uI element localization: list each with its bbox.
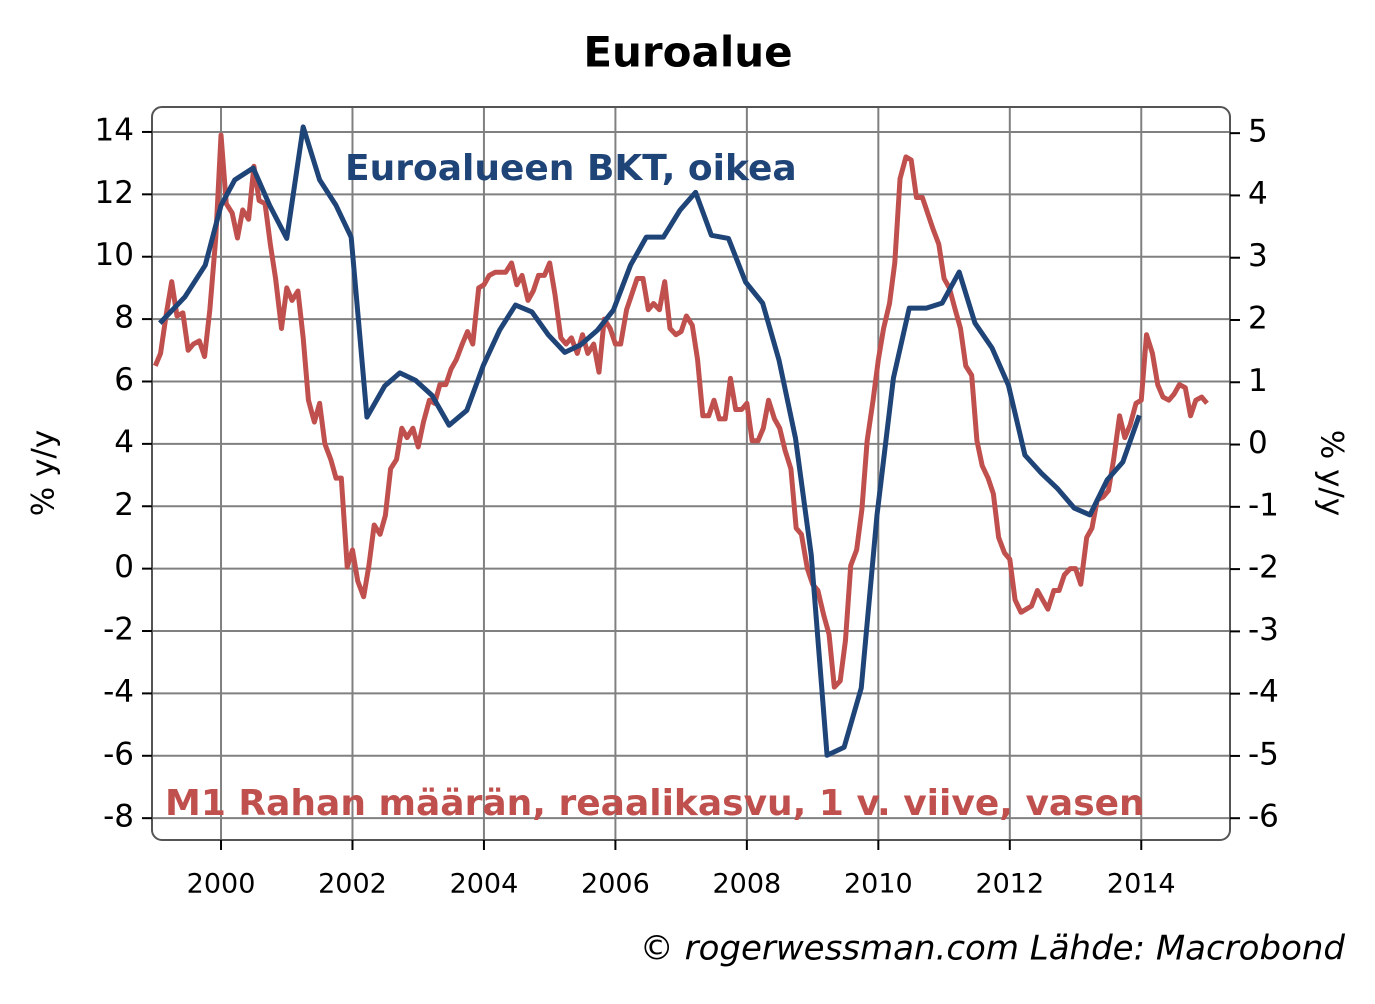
y-tick-label: -6 (103, 736, 134, 772)
y-tick-label: -4 (103, 674, 134, 710)
source-note: © rogerwessman.com Lähde: Macrobond (640, 929, 1346, 969)
y2-tick-label: -1 (1248, 487, 1279, 523)
plot-area: M1 Rahan määrän, reaalikasvu, 1 v. viive… (152, 124, 1209, 824)
plot-frame (151, 106, 1231, 841)
y-tick-label: -8 (103, 799, 134, 835)
x-tick-label: 2000 (187, 869, 256, 900)
x-tick-label: 2006 (581, 869, 650, 900)
y2-tick-label: -5 (1248, 736, 1279, 772)
y-tick-label: 0 (114, 549, 134, 585)
chart-title: Euroalue (583, 28, 792, 77)
y-tick-label: 14 (95, 112, 134, 148)
x-tick-label: 2014 (1107, 869, 1176, 900)
y2-tick-label: -4 (1248, 674, 1279, 710)
series-label: Euroalueen BKT, oikea (345, 148, 797, 189)
y2-tick-label: 3 (1248, 238, 1268, 274)
y2-tick-label: -3 (1248, 612, 1279, 648)
y-tick-label: -2 (103, 612, 134, 648)
y2-axis-label: % y/y (1314, 430, 1350, 516)
x-tick-label: 2012 (975, 869, 1044, 900)
y2-tick-label: -6 (1248, 799, 1279, 835)
y-tick-label: 6 (114, 362, 134, 398)
y-tick-label: 10 (95, 237, 134, 273)
y-tick-label: 4 (114, 424, 134, 460)
series-label: M1 Rahan määrän, reaalikasvu, 1 v. viive… (165, 783, 1145, 824)
grid (152, 107, 1230, 840)
y-tick-label: 12 (95, 175, 134, 211)
y-tick-label: 8 (114, 300, 134, 336)
y2-tick-label: 4 (1248, 176, 1268, 212)
y-axis-label: % y/y (26, 430, 62, 516)
x-tick-label: 2010 (844, 869, 913, 900)
y-tick-label: 2 (114, 487, 134, 523)
series-line (158, 124, 1142, 758)
y2-tick-label: 1 (1248, 363, 1268, 399)
y2-tick-label: 0 (1248, 425, 1268, 461)
axes: -8-6-4-202468101214-6-5-4-3-2-1012345200… (95, 112, 1279, 899)
y2-tick-label: 2 (1248, 300, 1268, 336)
x-tick-label: 2004 (450, 869, 519, 900)
x-tick-label: 2008 (713, 869, 782, 900)
y2-tick-label: -2 (1248, 550, 1279, 586)
y2-tick-label: 5 (1248, 114, 1268, 150)
x-tick-label: 2002 (318, 869, 387, 900)
series-line (152, 132, 1209, 690)
